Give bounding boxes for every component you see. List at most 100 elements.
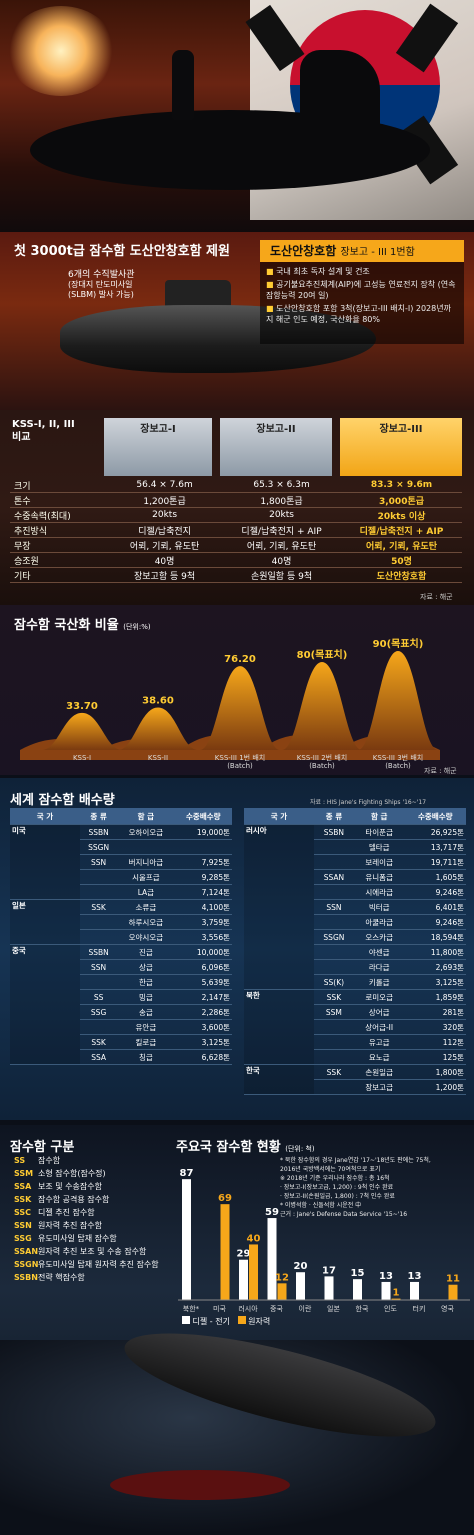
world-country: 한국 (244, 1064, 314, 1095)
world-cell (314, 914, 354, 930)
classification-desc: 유도미사일 탑재 잠수함 (38, 1234, 117, 1243)
compare-cell: 3,000톤급 (341, 492, 462, 508)
localization-title: 잠수함 국산화 비율 (단위:%) (14, 614, 151, 633)
major-category: 인도 (384, 1304, 397, 1313)
world-cell: 라다급 (353, 959, 405, 975)
world-cell: 3,125톤 (174, 1034, 232, 1050)
classification-item: SSGN유도미사일 탑재 원자력 추진 잠수함 (14, 1258, 159, 1271)
classification-desc: 원자력 추진 보조 및 수송 잠수함 (38, 1247, 147, 1256)
world-cell: SSK (80, 1034, 118, 1050)
world-country: 러시아 (244, 824, 314, 990)
world-cell: 6,401톤 (404, 899, 466, 915)
world-cell: 유안급 (117, 1019, 175, 1035)
localization-value-label: 38.60 (142, 696, 174, 707)
world-row: SS(K) 키롤급 3,125톤 (244, 974, 466, 990)
world-cell: 1,800톤 (404, 1064, 466, 1080)
classification-code: SSBN (14, 1273, 38, 1282)
world-row: 아쿨라급 9,246톤 (244, 914, 466, 930)
world-cell: 281톤 (404, 1004, 466, 1020)
world-cell: 11,800톤 (404, 944, 466, 960)
world-cell: SSG (80, 1004, 118, 1020)
world-cell: 소류급 (117, 899, 175, 915)
compare-row: 무장 어뢰, 기뢰, 유도탄 어뢰, 기뢰, 유도탄 어뢰, 기뢰, 유도탄 (10, 537, 462, 553)
compare-cell: 50명 (341, 552, 462, 568)
world-row: 상어급-II 320톤 (244, 1019, 466, 1035)
nuclear-legend-text: 원자력 (248, 1317, 271, 1326)
world-cell: SSK (314, 989, 354, 1005)
compare-row-label: 무장 (10, 537, 108, 553)
world-cell (314, 1034, 354, 1050)
classification-code: SSA (14, 1182, 32, 1191)
major-note: 2016년 국방백서에는 70여척으로 표기 (280, 1166, 381, 1173)
localization-peak (42, 712, 122, 750)
info-bullet: ■ 도산안창호함 포함 3척(장보고-III 배치-I) 2028년까지 해군 … (266, 304, 451, 324)
world-cell: 유니폼급 (353, 869, 405, 885)
compare-cell: 도산안창호함 (341, 567, 462, 583)
world-cell: 13,717톤 (404, 839, 466, 855)
world-cell: LA급 (117, 884, 175, 900)
classification-item: SSBN전략 핵잠수함 (14, 1271, 159, 1284)
localization-category: KSS-III 3번 배치 (373, 753, 423, 762)
major-category: 한국 (356, 1305, 369, 1313)
world-cell: SSN (314, 899, 354, 915)
kss1-photo (104, 418, 212, 476)
world-cell: 1,605톤 (404, 869, 466, 885)
localization-peak (282, 662, 362, 750)
world-row: SSM 상어급 281톤 (244, 1004, 466, 1020)
info-box-ship-name: 도산안창호함 (270, 244, 337, 258)
world-cell (314, 1049, 354, 1065)
world-cell (117, 839, 175, 855)
world-cell: 26,925톤 (404, 824, 466, 840)
world-row: LA급 7,124톤 (10, 884, 232, 900)
world-cell: 1,200톤 (404, 1079, 466, 1095)
world-cell: 3,125톤 (404, 974, 466, 990)
info-bullet: ■ 국내 최초 독자 설계 및 건조 (266, 267, 370, 276)
major-bar-label: 13 (379, 1271, 393, 1282)
world-cell: 19,000톤 (174, 824, 232, 840)
major-bar-label: 87 (180, 1168, 194, 1179)
world-cell: SSK (80, 899, 118, 915)
world-cell: 시에라급 (353, 884, 405, 900)
world-cell: 3,600톤 (174, 1019, 232, 1035)
major-bar-label: 12 (275, 1272, 289, 1283)
world-row: SSN 상급 6,096톤 (10, 959, 232, 975)
localization-category: KSS-III 1번 배치 (215, 753, 265, 762)
world-cell (314, 839, 354, 855)
compare-cell: 83.3 × 9.6m (341, 478, 462, 493)
world-header: 함 급 (117, 808, 175, 825)
major-category: 미국 (213, 1304, 226, 1313)
world-cell: 5,639톤 (174, 974, 232, 990)
compare-row-label: 승조원 (10, 552, 108, 568)
world-cell: 상급 (117, 959, 175, 975)
major-bar (277, 1283, 287, 1300)
major-bar-label: 20 (294, 1261, 308, 1272)
major-category: 북한* (183, 1305, 200, 1313)
major-bar-label: 15 (351, 1268, 365, 1279)
world-row: SS 밍급 2,147톤 (10, 989, 232, 1005)
world-cell: 야센급 (353, 944, 405, 960)
classification-desc: 소형 잠수함(잠수정) (38, 1169, 106, 1178)
world-cell: 18,594톤 (404, 929, 466, 945)
localization-value-label: 76.20 (224, 654, 256, 665)
world-cell: 2,693톤 (404, 959, 466, 975)
localization-value-label: 90(목표치) (373, 637, 424, 650)
world-cell: 9,246톤 (404, 884, 466, 900)
world-title: 세계 잠수함 배수량 (10, 793, 115, 808)
world-cell: 2,286톤 (174, 1004, 232, 1020)
compare-cell: 어뢰, 기뢰, 유도탄 (222, 537, 342, 553)
world-cell: 칭급 (117, 1049, 175, 1065)
world-source: 자료 : HIS Jane's Fighting Ships '16~'17 (310, 799, 427, 806)
major-bar (381, 1281, 391, 1300)
major-category: 터키 (413, 1304, 426, 1313)
classification-title: 잠수함 구분 (10, 1140, 75, 1155)
world-cell: SSBN (80, 944, 118, 960)
world-cell: 6,628톤 (174, 1049, 232, 1065)
compare-row-label: 크기 (10, 478, 108, 493)
world-row: 유안급 3,600톤 (10, 1019, 232, 1035)
classification-item: SSAN원자력 추진 보조 및 수송 잠수함 (14, 1245, 159, 1258)
slbm-note-line: (SLBM) 발사 가능) (68, 290, 134, 299)
world-cell (314, 944, 354, 960)
